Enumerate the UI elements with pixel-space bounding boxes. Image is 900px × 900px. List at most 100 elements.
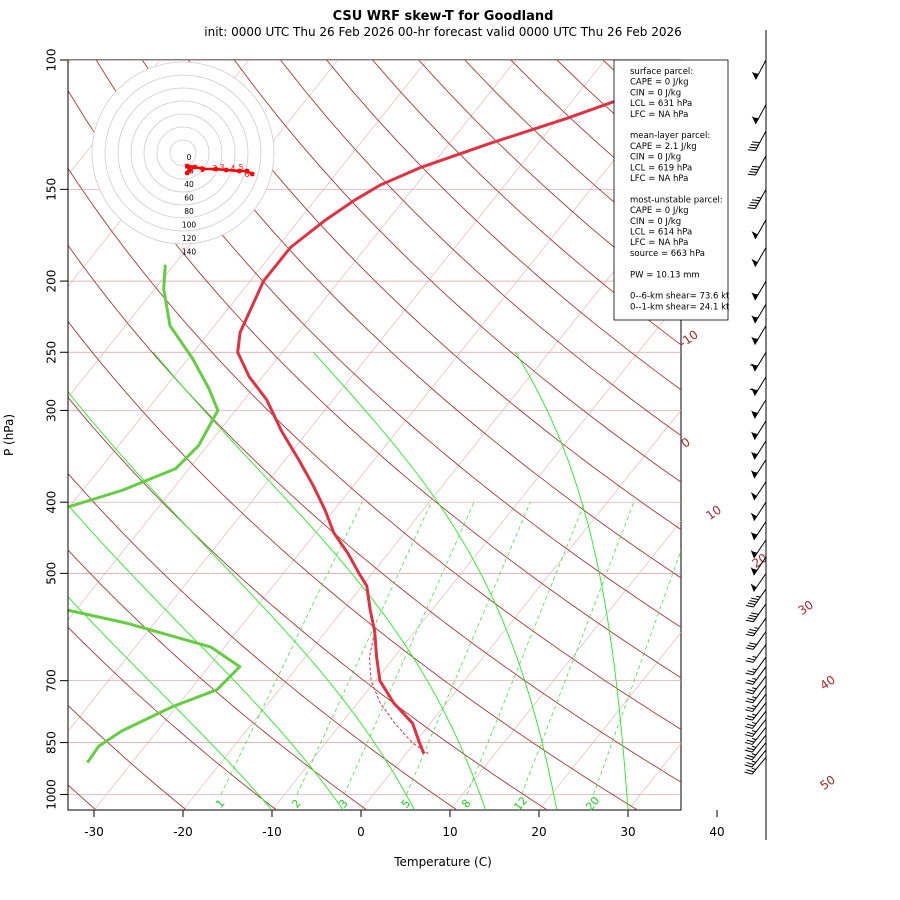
wind-barb (751, 399, 767, 419)
chart-subtitle: init: 0000 UTC Thu 26 Feb 2026 00-hr for… (204, 25, 682, 39)
stats-line: CIN = 0 J/kg (630, 88, 681, 98)
y-tick-label: 850 (45, 731, 59, 754)
series-temperature-line (236, 83, 666, 755)
chart-title: CSU WRF skew-T for Goodland (333, 9, 554, 24)
isotherm-label: 30 (795, 598, 816, 618)
wind-barb (751, 325, 767, 345)
isotherm (717, 60, 900, 810)
mixing-ratio-line (593, 549, 681, 795)
wind-barb (751, 219, 767, 240)
stats-line: mean-layer parcel: (630, 131, 710, 141)
mixing-ratio-line (406, 502, 531, 795)
hodograph-segment-label: 1 (200, 165, 205, 174)
dry-adiabat (68, 244, 681, 783)
wind-barb (750, 573, 767, 592)
hodograph-ring (169, 139, 197, 167)
dry-adiabat (188, 60, 681, 531)
stats-line: most-unstable parcel: (630, 195, 723, 205)
y-tick-label: 500 (45, 562, 59, 585)
wind-barb (745, 675, 767, 695)
stats-line: LCL = 614 hPa (630, 228, 692, 238)
stats-line: CIN = 0 J/kg (630, 153, 681, 163)
hodograph-segment-label: 2 (213, 164, 218, 173)
y-tick-label: 300 (45, 399, 59, 422)
y-tick-label: 150 (45, 178, 59, 201)
dry-adiabat (68, 320, 638, 810)
wind-barb (745, 617, 767, 637)
wind-barb (744, 718, 767, 738)
series-parcel-line (369, 631, 429, 755)
moist-adiabat (68, 391, 415, 810)
dry-adiabat (68, 167, 681, 730)
hodograph-point (200, 166, 206, 172)
isotherm (360, 409, 681, 810)
mixing-ratio-line (521, 502, 635, 795)
dry-adiabat (234, 60, 681, 483)
stats-box-frame (613, 59, 729, 321)
wind-barb (751, 420, 767, 440)
wind-barb (747, 155, 767, 176)
hodograph-point (184, 163, 190, 169)
wind-barb (745, 656, 767, 676)
dry-adiabat (68, 396, 548, 810)
y-tick-label: 250 (45, 341, 59, 364)
wind-barb (747, 189, 767, 210)
hodograph-ring (143, 113, 223, 193)
hodograph-ring-label: 40 (184, 180, 194, 189)
hodograph-point (213, 166, 219, 172)
wind-barb (751, 104, 767, 125)
wind-barb (750, 352, 767, 372)
hodograph-point (236, 168, 242, 174)
wind-barbs (744, 59, 767, 775)
dry-adiabat (556, 60, 681, 173)
hodograph-ring (130, 100, 236, 206)
hodograph-point (244, 168, 250, 174)
hodograph-ring-label: 0 (187, 153, 192, 162)
hodograph-ring (117, 87, 249, 219)
mixing-ratio-line (220, 502, 363, 795)
hodograph-point (187, 167, 193, 173)
hodograph-ring-label: 60 (184, 194, 194, 203)
wind-barb (745, 588, 767, 608)
wind-barb (750, 556, 767, 576)
wind-barb (750, 481, 767, 501)
hodograph-ring-label: 80 (184, 207, 194, 216)
dry-adiabat (68, 704, 187, 810)
y-axis-label: P (hPa) (2, 414, 16, 456)
wind-barb (751, 59, 767, 80)
wind-barb (745, 693, 767, 713)
mixing-ratio-label: 8 (459, 797, 473, 811)
x-tick-label: 0 (357, 825, 365, 839)
stats-line: surface parcel: (630, 67, 693, 77)
wind-barb (750, 501, 767, 521)
wind-barb (744, 726, 767, 745)
wind-barb (745, 702, 767, 721)
dry-adiabat (280, 60, 681, 437)
stats-line: source = 663 hPa (630, 249, 705, 259)
profiles (68, 83, 666, 764)
wind-barb (747, 130, 767, 151)
mixing-ratio-label: 5 (399, 797, 413, 811)
wind-barb (750, 376, 767, 396)
mixing-ratio-label: 3 (336, 797, 350, 811)
hodograph-segment-label: 6 (245, 170, 250, 179)
dry-adiabat (68, 89, 681, 679)
wind-barb (750, 521, 767, 541)
wind-barb (751, 280, 767, 301)
hodograph-segment-label: 4 (231, 164, 236, 173)
series-dewpoint-line (68, 264, 242, 764)
dry-adiabat (68, 472, 458, 810)
dry-adiabat (68, 626, 277, 810)
y-tick-label: 1000 (45, 779, 59, 810)
moist-adiabat (515, 352, 629, 810)
mixing-ratio-line (466, 502, 586, 795)
stats-line: LFC = NA hPa (630, 174, 688, 184)
moist-adiabat (152, 352, 487, 810)
moist-adiabat (313, 351, 558, 810)
moist-adiabat (68, 596, 273, 810)
dry-adiabat (95, 60, 681, 628)
stats-line: LCL = 619 hPa (630, 163, 692, 173)
isotherm-label: 10 (703, 503, 724, 523)
